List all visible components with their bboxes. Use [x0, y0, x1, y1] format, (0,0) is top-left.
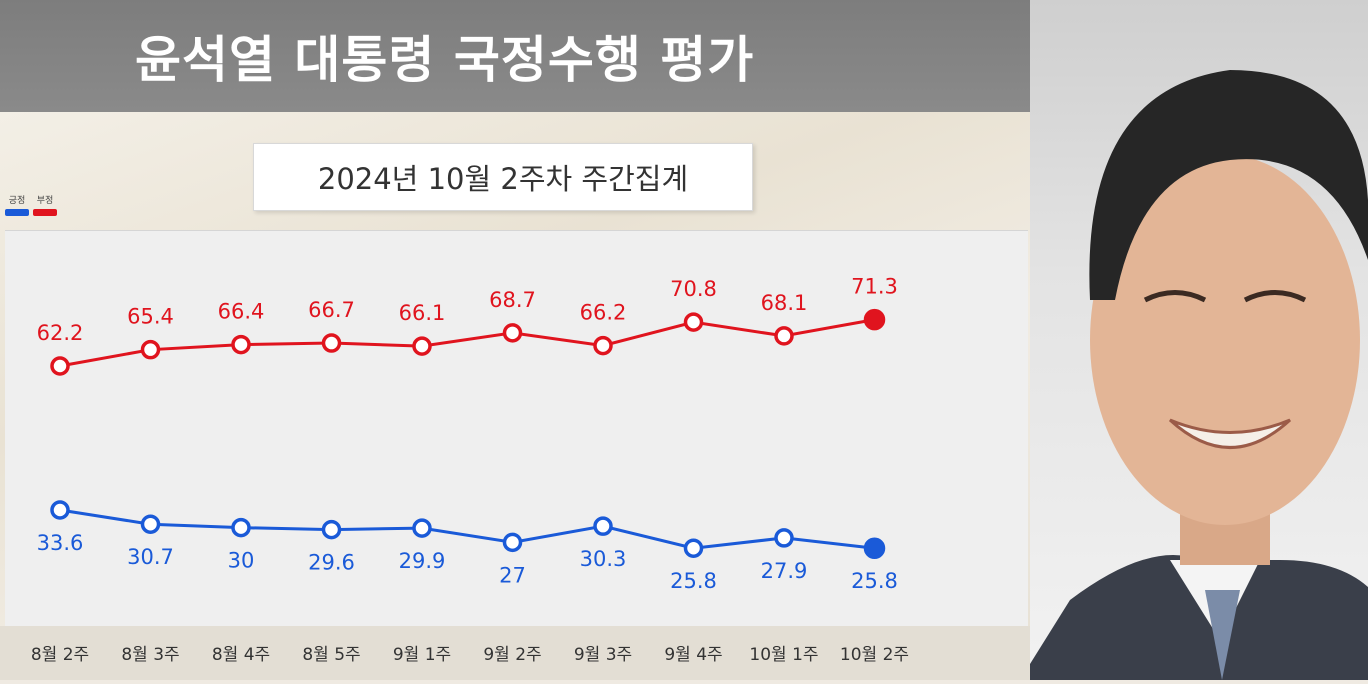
- legend-swatch-negative: [33, 209, 57, 216]
- x-tick-label: 9월 4주: [664, 645, 722, 665]
- data-label-positive-5: 27: [499, 563, 526, 587]
- point-negative-8: [774, 326, 794, 346]
- data-label-negative-4: 66.1: [399, 301, 446, 325]
- point-negative-1: [140, 339, 161, 360]
- x-tick-label: 9월 3주: [574, 645, 632, 665]
- legend-label-positive: 긍정: [8, 196, 26, 206]
- data-label-positive-0: 33.6: [37, 531, 84, 555]
- x-tick-label: 10월 2주: [840, 645, 909, 665]
- title-bar: 윤석열 대통령 국정수행 평가: [0, 0, 1030, 112]
- data-label-negative-7: 70.8: [670, 277, 717, 301]
- point-positive-2: [231, 517, 251, 538]
- x-tick-label: 8월 2주: [31, 645, 89, 665]
- x-tick-label: 8월 3주: [121, 645, 179, 665]
- data-label-positive-2: 30: [228, 549, 255, 573]
- data-label-negative-1: 65.4: [127, 305, 174, 329]
- series-line-positive: [59, 508, 875, 550]
- data-label-negative-5: 68.7: [489, 288, 536, 312]
- point-negative-4: [412, 336, 432, 356]
- point-positive-9: [863, 537, 886, 559]
- point-negative-5: [502, 323, 523, 343]
- point-positive-1: [140, 514, 161, 534]
- legend-item-positive: 긍정: [4, 193, 30, 216]
- point-negative-9: [863, 308, 886, 331]
- chart-legend: 긍정 부정: [4, 193, 64, 219]
- data-label-positive-7: 25.8: [670, 569, 717, 593]
- chart-subtitle: 2024년 10월 2주차 주간집계: [317, 162, 689, 196]
- point-positive-8: [774, 528, 794, 548]
- x-tick-label: 9월 2주: [483, 645, 541, 665]
- x-axis-bar: [0, 626, 1030, 680]
- data-label-negative-0: 62.2: [37, 321, 84, 345]
- point-negative-0: [50, 356, 70, 376]
- data-label-negative-3: 66.7: [308, 298, 355, 322]
- legend-swatch-positive: [5, 209, 29, 216]
- page-title: 윤석열 대통령 국정수행 평가: [135, 31, 755, 89]
- data-label-positive-3: 29.6: [308, 551, 355, 575]
- data-label-negative-8: 68.1: [761, 291, 808, 315]
- data-label-negative-6: 66.2: [580, 301, 627, 325]
- data-label-positive-8: 27.9: [761, 559, 808, 583]
- x-tick-label: 9월 1주: [393, 645, 451, 665]
- subtitle-box: 2024년 10월 2주차 주간집계: [253, 143, 753, 211]
- data-label-positive-4: 29.9: [399, 549, 446, 573]
- point-negative-6: [593, 335, 613, 356]
- person-photo-icon: [1020, 70, 1368, 680]
- point-positive-3: [321, 519, 342, 540]
- point-negative-7: [683, 312, 704, 332]
- x-tick-label: 10월 1주: [749, 645, 818, 665]
- point-negative-2: [231, 334, 251, 355]
- point-positive-0: [50, 500, 70, 520]
- data-label-negative-2: 66.4: [218, 300, 265, 324]
- chart-panel: [5, 230, 1028, 626]
- data-label-positive-1: 30.7: [127, 545, 174, 569]
- point-negative-3: [321, 333, 342, 353]
- point-positive-6: [593, 516, 613, 536]
- data-label-positive-9: 25.8: [851, 569, 898, 593]
- data-label-positive-6: 30.3: [580, 547, 627, 571]
- legend-item-negative: 부정: [32, 193, 58, 216]
- x-tick-label: 8월 4주: [212, 645, 270, 665]
- series-line-negative: [59, 318, 875, 368]
- person-photo-area: [1020, 0, 1368, 680]
- data-label-negative-9: 71.3: [851, 275, 898, 299]
- point-positive-7: [683, 538, 704, 558]
- x-tick-label: 8월 5주: [302, 645, 360, 665]
- line-chart: 62.2 65.4 66.4 66.7 66.1 68.7 66.2 70.8 68.1 71.3…: [31, 275, 909, 665]
- point-positive-5: [502, 532, 523, 553]
- point-positive-4: [412, 518, 432, 538]
- legend-label-negative: 부정: [36, 196, 54, 206]
